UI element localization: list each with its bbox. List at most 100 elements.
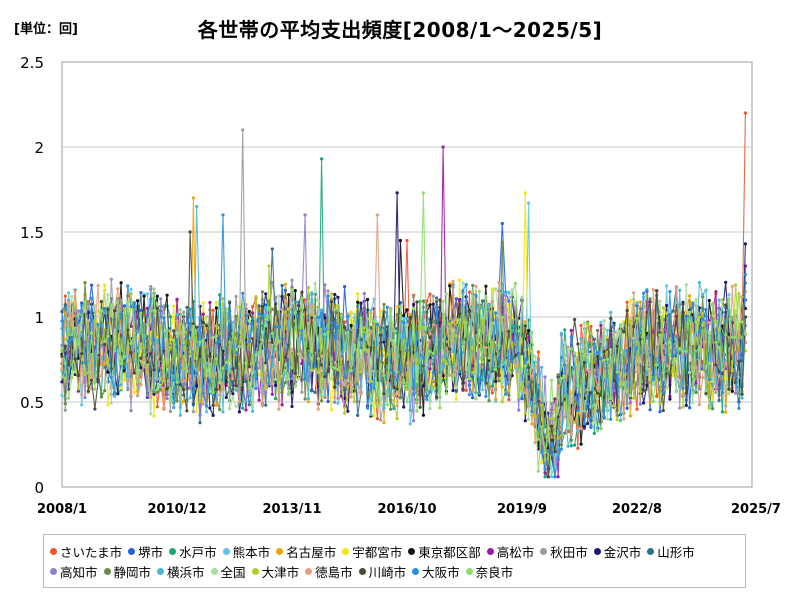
data-point	[550, 424, 554, 428]
data-point	[188, 374, 192, 378]
data-point	[251, 311, 255, 315]
data-point	[697, 369, 702, 373]
data-point	[306, 346, 310, 350]
data-point	[477, 289, 481, 293]
data-point	[251, 409, 255, 413]
data-point	[405, 361, 409, 365]
data-point	[389, 307, 393, 311]
data-point	[270, 340, 274, 344]
data-point	[540, 387, 544, 391]
data-point	[471, 396, 475, 400]
data-point	[428, 332, 432, 336]
data-point	[497, 280, 501, 285]
data-point	[264, 317, 268, 321]
data-point	[195, 204, 199, 209]
data-point	[277, 339, 281, 343]
data-point	[671, 373, 675, 378]
data-point	[162, 406, 166, 410]
data-point	[234, 351, 238, 355]
data-point	[320, 394, 324, 398]
data-point	[175, 331, 179, 335]
data-point	[523, 191, 527, 195]
data-point	[168, 315, 172, 319]
data-point	[83, 281, 87, 285]
data-point	[241, 128, 245, 132]
data-point	[484, 296, 488, 300]
data-point	[231, 377, 235, 381]
data-point	[129, 409, 133, 413]
data-point	[316, 407, 320, 411]
data-point	[382, 302, 386, 307]
data-point	[116, 287, 120, 291]
data-point	[701, 293, 705, 297]
data-point	[599, 393, 603, 397]
data-point	[119, 383, 123, 387]
data-point	[191, 410, 195, 414]
data-point	[435, 305, 439, 310]
data-point	[333, 308, 337, 312]
data-point	[362, 291, 366, 296]
data-point	[421, 310, 425, 314]
data-point	[270, 392, 274, 396]
data-point	[362, 370, 366, 374]
data-point	[201, 402, 205, 406]
data-point	[612, 379, 616, 383]
data-point	[168, 337, 172, 341]
data-point	[326, 399, 330, 404]
data-point	[546, 428, 550, 432]
data-point	[638, 337, 642, 341]
data-point	[556, 384, 560, 388]
data-point	[122, 362, 126, 366]
data-point	[303, 298, 307, 302]
data-point	[543, 450, 547, 454]
data-point	[517, 408, 521, 412]
data-point	[382, 406, 386, 410]
legend-label: 川崎市	[368, 564, 407, 580]
data-point	[513, 363, 518, 367]
data-point	[375, 404, 379, 408]
data-point	[638, 329, 642, 333]
data-point	[517, 395, 521, 399]
data-point	[688, 294, 692, 298]
data-point	[451, 323, 455, 327]
data-point	[530, 410, 534, 414]
data-point	[622, 320, 626, 324]
data-point	[632, 336, 636, 340]
data-point	[504, 360, 508, 364]
data-point	[178, 308, 182, 312]
data-point	[83, 396, 87, 400]
data-point	[697, 403, 702, 407]
data-point	[490, 292, 494, 296]
legend-label: 東京都区部	[418, 544, 481, 560]
data-point	[668, 290, 672, 294]
data-point	[99, 395, 103, 399]
data-point	[576, 446, 580, 450]
data-point	[740, 396, 744, 400]
data-point	[412, 302, 416, 307]
data-point	[740, 295, 744, 299]
legend-label: 奈良市	[475, 564, 514, 580]
data-point	[458, 369, 462, 374]
data-point	[237, 362, 241, 366]
data-point	[691, 344, 695, 349]
data-point	[487, 356, 491, 360]
data-point	[612, 331, 616, 335]
data-point	[339, 313, 343, 317]
data-point	[487, 399, 491, 403]
data-point	[237, 399, 241, 404]
data-point	[145, 292, 149, 296]
data-point	[139, 311, 143, 315]
data-point	[527, 336, 531, 340]
data-point	[165, 293, 169, 297]
data-point	[428, 367, 432, 371]
data-point	[576, 429, 580, 433]
data-point	[684, 398, 688, 402]
data-point	[106, 403, 110, 407]
y-tick-label: 1	[34, 309, 44, 327]
data-point	[175, 338, 179, 342]
data-point	[149, 287, 153, 291]
data-point	[559, 402, 564, 406]
data-point	[132, 371, 136, 375]
data-point	[507, 398, 511, 402]
data-point	[573, 351, 577, 355]
